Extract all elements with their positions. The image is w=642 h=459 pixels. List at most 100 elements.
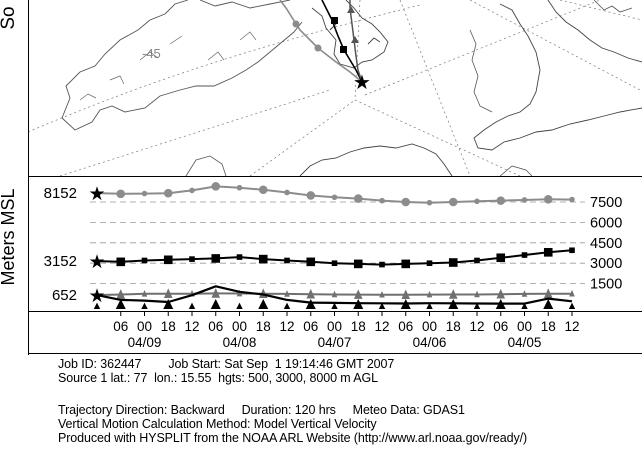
hour-tick-label: 00 — [517, 319, 532, 334]
data-point-circle — [353, 194, 363, 203]
greenland-coast — [61, 0, 303, 131]
data-point-square — [258, 254, 268, 264]
hour-tick-label: 12 — [374, 319, 389, 334]
hour-tick-label: 06 — [208, 319, 223, 334]
baseline-marker — [426, 302, 433, 309]
data-point-square — [189, 256, 195, 262]
baseline-marker — [115, 299, 126, 309]
hour-tick-label: 06 — [398, 319, 413, 334]
baseline-marker — [210, 299, 221, 309]
data-point-triangle — [448, 289, 458, 299]
hour-tick-label: 18 — [256, 319, 271, 334]
baseline-marker — [400, 299, 411, 309]
data-point-triangle — [496, 288, 506, 299]
hour-tick-label: 00 — [137, 319, 152, 334]
data-point-triangle — [543, 288, 553, 298]
height-grid — [90, 201, 585, 285]
data-point-square — [543, 248, 553, 257]
info-job-line: Job ID: 362447 Job Start: Sat Sep 1 19:1… — [58, 357, 395, 371]
info-vertical-motion-line: Vertical Motion Calculation Method: Mode… — [58, 417, 377, 431]
data-point-triangle — [474, 290, 480, 298]
hour-tick-label: 12 — [564, 319, 579, 334]
data-point-circle — [306, 191, 316, 200]
baseline-marker — [473, 302, 481, 309]
hour-tick-label: 18 — [161, 319, 176, 334]
data-point-circle — [496, 196, 506, 205]
svalbard-coast — [311, 0, 389, 69]
data-point-circle — [379, 197, 385, 204]
baseline-marker — [188, 302, 196, 309]
baseline-marker — [378, 302, 386, 309]
data-point-circle — [284, 189, 290, 196]
data-point-triangle — [426, 290, 433, 298]
data-point-circle — [521, 197, 528, 203]
hour-tick-label: 18 — [351, 319, 366, 334]
y-axis-label: Meters MSL — [0, 188, 18, 285]
baseline-marker — [305, 299, 316, 309]
data-point-circle — [211, 182, 221, 191]
data-point-triangle — [379, 290, 385, 298]
map-trajectories: ★ — [279, 0, 371, 94]
date-tick-label: 04/05 — [508, 335, 542, 350]
data-point-triangle — [211, 288, 221, 298]
data-point-triangle — [116, 289, 126, 299]
height-series — [93, 182, 576, 309]
data-point-circle — [116, 189, 126, 199]
info-produced-line: Produced with HYSPLIT from the NOAA ARL … — [58, 431, 528, 445]
date-tick-label: 04/09 — [128, 335, 162, 350]
data-point-triangle — [331, 290, 338, 298]
source-height-labels: 8152 ★ 3152 ★ 652 ★ — [44, 184, 106, 307]
hour-tick-label: 00 — [327, 319, 342, 334]
data-point-triangle — [236, 289, 243, 297]
data-point-circle — [189, 187, 195, 194]
hour-tick-label: 18 — [446, 319, 461, 334]
height-tick-label: 7500 — [590, 195, 622, 211]
source-star-marker: ★ — [88, 184, 105, 205]
data-point-square — [116, 257, 126, 267]
map-panel: -45 — [28, 0, 642, 176]
hour-tick-label: 18 — [541, 319, 556, 334]
map-graticule — [28, 0, 642, 176]
data-point-square — [496, 253, 506, 263]
time-axis: 06 00 18 12 06 00 18 12 06 00 18 12 06 00 18 12 06 00 18 12… — [113, 311, 580, 350]
data-point-square — [401, 259, 411, 269]
data-point-square — [306, 257, 316, 267]
baseline-marker — [258, 299, 269, 309]
map-trajectory-3152 — [321, 0, 363, 83]
date-tick-label: 04/08 — [223, 335, 257, 350]
data-point-square — [353, 259, 363, 269]
scandinavia-coast — [299, 143, 453, 176]
data-point-square — [521, 252, 528, 258]
data-point-square — [141, 257, 148, 264]
map-side-label: So — [0, 6, 19, 29]
height-tick-label: 4500 — [590, 236, 622, 252]
baseline-marker — [141, 302, 148, 309]
novaya-zemlya-coast — [473, 3, 642, 151]
data-point-triangle — [401, 289, 411, 300]
data-point-triangle — [521, 290, 528, 297]
data-point-circle — [163, 188, 173, 198]
data-point-square — [448, 258, 458, 267]
data-point-square — [379, 261, 385, 268]
map-marker-triangle — [351, 36, 359, 43]
hour-tick-label: 12 — [184, 319, 199, 334]
data-point-circle — [474, 198, 480, 205]
data-point-square — [474, 257, 480, 264]
data-point-circle — [543, 194, 553, 204]
hour-tick-label: 00 — [232, 319, 247, 334]
date-tick-label: 04/06 — [413, 335, 447, 350]
date-tick-label: 04/07 — [318, 335, 352, 350]
baseline-marker — [353, 299, 364, 309]
source-height-label: 3152 — [44, 253, 77, 270]
baseline-marker — [331, 302, 338, 309]
hour-tick-label: 12 — [469, 319, 484, 334]
data-point-triangle — [569, 289, 575, 297]
map-marker-triangle — [347, 6, 355, 13]
data-point-circle — [236, 184, 243, 191]
baseline-marker — [93, 302, 101, 309]
data-point-square — [331, 260, 338, 266]
hour-tick-label: 00 — [422, 319, 437, 334]
height-tick-label: 3000 — [590, 256, 622, 272]
